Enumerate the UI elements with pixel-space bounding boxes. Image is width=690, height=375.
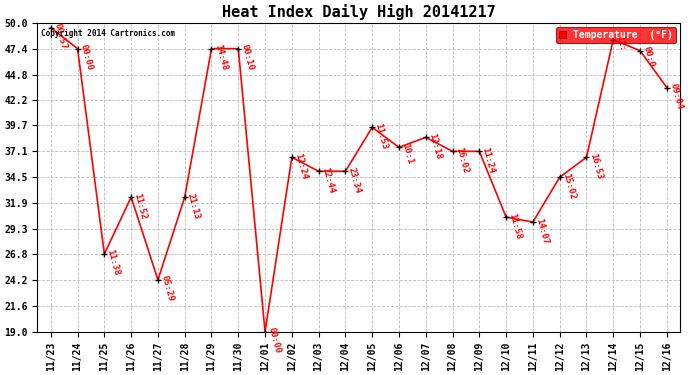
Text: 12:44: 12:44	[320, 166, 335, 194]
Text: 11:53: 11:53	[373, 122, 389, 150]
Text: 00:57: 00:57	[52, 22, 68, 51]
Text: 14:48: 14:48	[213, 44, 228, 72]
Text: Copyright 2014 Cartronics.com: Copyright 2014 Cartronics.com	[41, 29, 175, 38]
Legend: Temperature  (°F): Temperature (°F)	[556, 27, 676, 43]
Text: 09:04: 09:04	[668, 82, 684, 111]
Text: 00:00: 00:00	[79, 44, 95, 72]
Text: 12:18: 12:18	[427, 132, 443, 160]
Text: 00:10: 00:10	[239, 44, 255, 72]
Text: 23:34: 23:34	[347, 166, 362, 194]
Text: 11:38: 11:38	[106, 249, 121, 277]
Text: 14:07: 14:07	[534, 217, 550, 245]
Text: 11:52: 11:52	[132, 192, 148, 220]
Text: 10:1: 10:1	[400, 142, 415, 165]
Title: Heat Index Daily High 20141217: Heat Index Daily High 20141217	[222, 4, 495, 20]
Text: 00:00: 00:00	[266, 326, 282, 355]
Text: 11:24: 11:24	[481, 146, 496, 174]
Text: 16:53: 16:53	[588, 152, 604, 180]
Text: 12:24: 12:24	[293, 152, 309, 180]
Text: 11:: 11:	[615, 34, 627, 52]
Text: 00:0: 00:0	[642, 45, 656, 68]
Text: 11:58: 11:58	[507, 212, 523, 240]
Text: 05:29: 05:29	[159, 274, 175, 303]
Text: 15:02: 15:02	[561, 172, 577, 200]
Text: 21:13: 21:13	[186, 192, 201, 220]
Text: 16:02: 16:02	[454, 146, 469, 174]
